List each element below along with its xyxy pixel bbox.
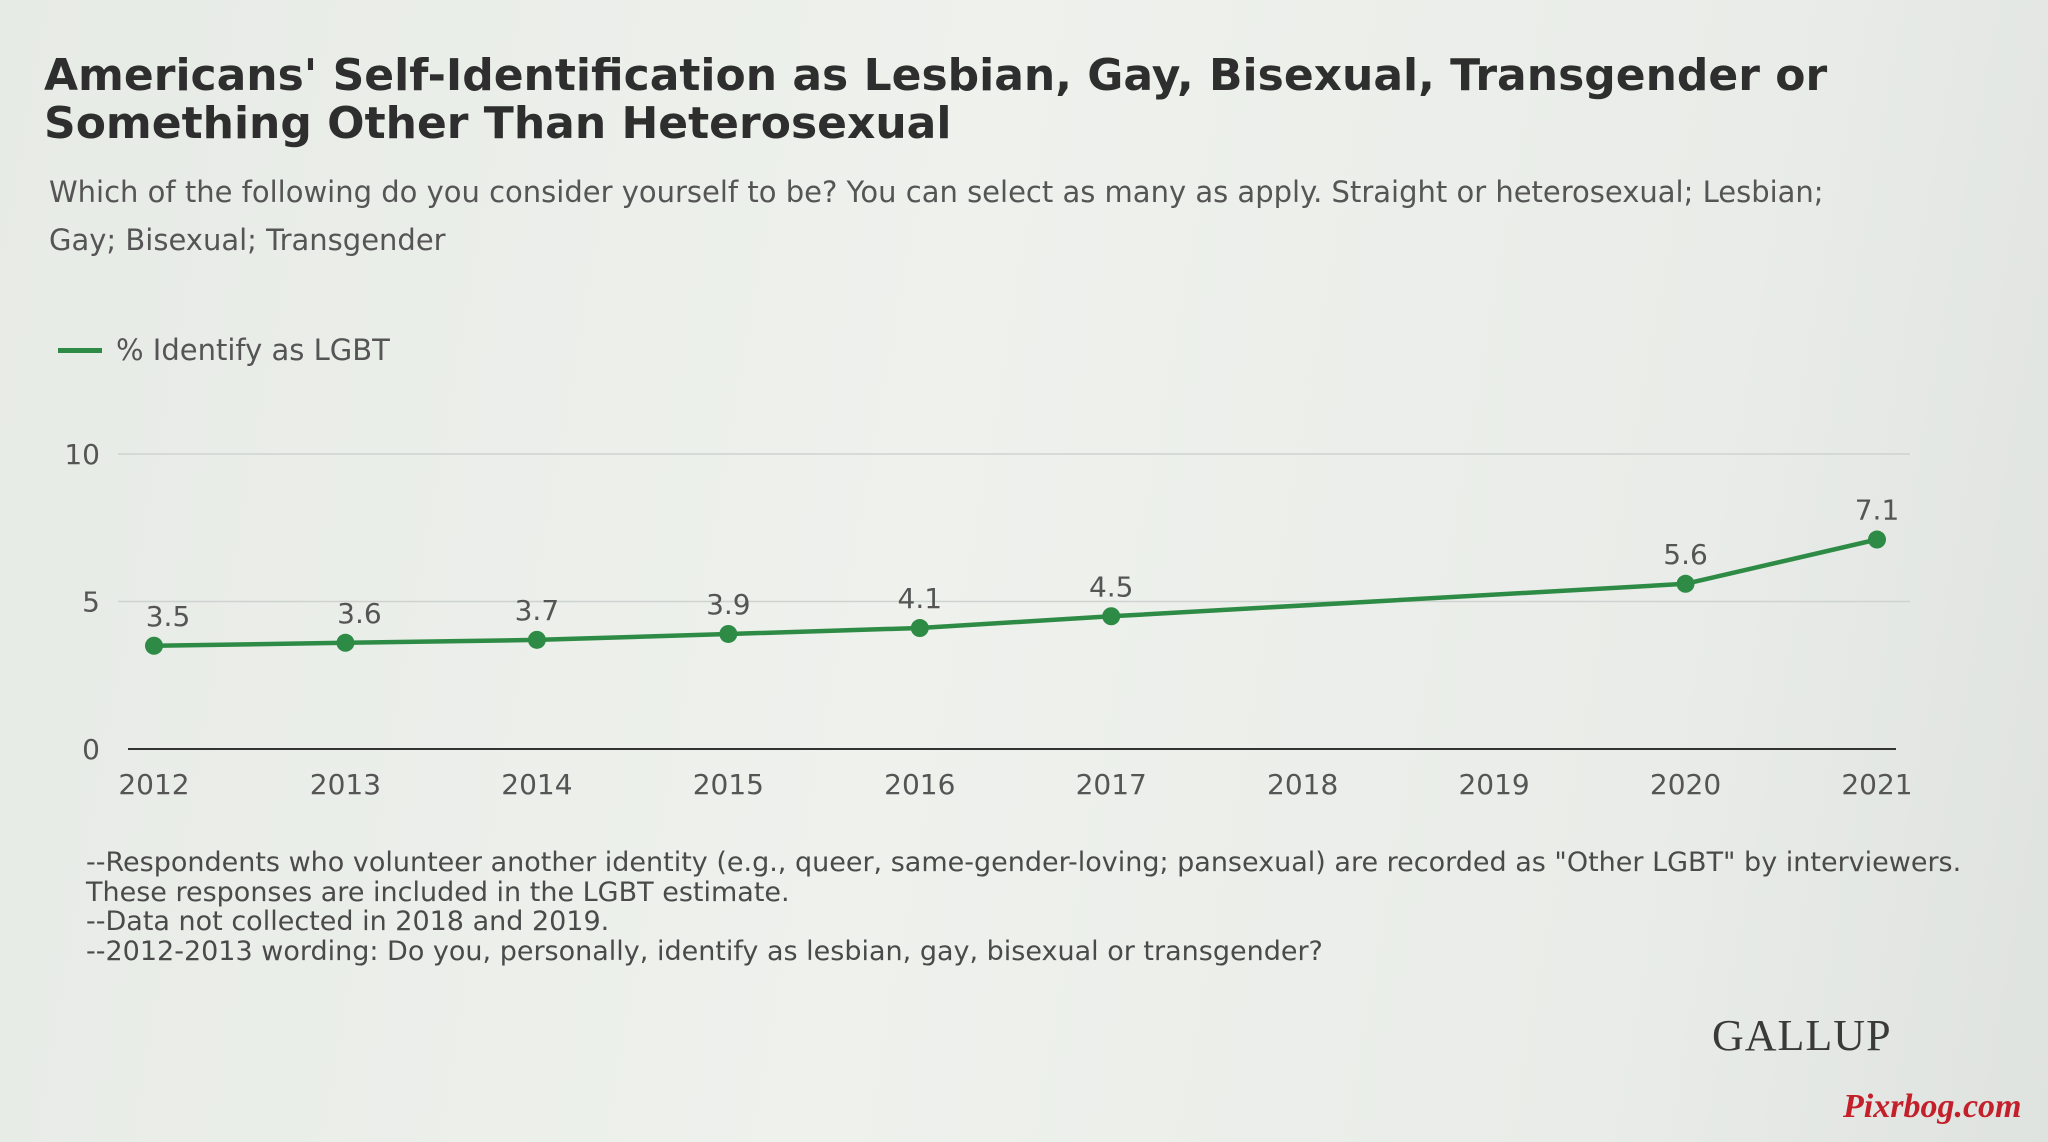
watermark: Pixrbog.com [1843, 1088, 2022, 1125]
data-point [1676, 574, 1695, 593]
x-tick-label: 2020 [1650, 768, 1721, 801]
data-point [145, 636, 163, 655]
data-point [910, 619, 929, 638]
y-tick-label: 5 [82, 586, 100, 619]
data-label: 3.7 [515, 594, 560, 627]
footnote: --2012-2013 wording: Do you, personally,… [86, 935, 1323, 967]
data-label: 5.6 [1663, 538, 1708, 571]
chart-title: Americans' Self-Identification as Lesbia… [44, 50, 1828, 149]
data-point [336, 633, 355, 652]
x-tick-label: 2017 [1076, 768, 1147, 801]
x-tick-label: 2012 [118, 768, 189, 801]
x-tick-label: 2014 [501, 768, 572, 801]
legend-label: % Identify as LGBT [116, 333, 390, 367]
footnotes: --Respondents who volunteer another iden… [86, 848, 1966, 966]
data-label: 3.9 [706, 588, 751, 621]
footnote: --Respondents who volunteer another iden… [86, 847, 1962, 908]
line-chart: 0 5 10 2012 2013 2014 2015 2016 2017 2018 2019 2020… [64, 438, 1912, 801]
x-tick-label: 2016 [884, 768, 955, 801]
x-tick-label: 2019 [1458, 768, 1529, 801]
y-tick-label: 10 [64, 438, 100, 471]
x-tick-label: 2013 [310, 768, 381, 801]
data-point [527, 630, 546, 649]
data-point [1102, 607, 1121, 626]
data-label: 7.1 [1855, 494, 1900, 527]
legend: % Identify as LGBT [58, 330, 390, 370]
x-tick-label: 2018 [1267, 768, 1338, 801]
series-line [153, 537, 1878, 649]
data-label: 3.5 [146, 600, 191, 633]
data-label: 4.5 [1089, 570, 1134, 603]
x-tick-label: 2015 [693, 768, 764, 801]
data-label: 4.1 [898, 582, 943, 615]
legend-swatch [58, 347, 102, 353]
x-tick-label: 2021 [1841, 768, 1912, 801]
data-point [719, 624, 738, 643]
gallup-logo: GALLUP [1712, 1011, 1892, 1060]
data-point [1868, 530, 1886, 549]
y-tick-label: 0 [82, 733, 100, 766]
footnote: --Data not collected in 2018 and 2019. [86, 906, 610, 937]
chart-subtitle: Which of the following do you consider y… [49, 175, 1824, 257]
data-label: 3.6 [337, 597, 382, 630]
